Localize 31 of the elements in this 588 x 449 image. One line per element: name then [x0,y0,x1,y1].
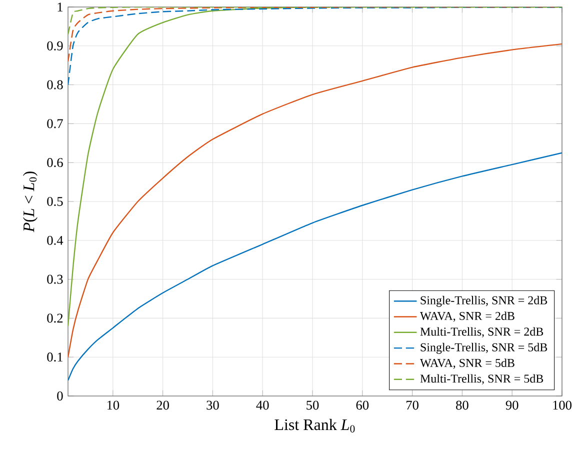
y-tick-label: 0.3 [47,274,63,284]
y-tick-label: 0.5 [47,196,63,206]
x-tick-label: 10 [107,400,120,410]
legend-label: WAVA, SNR = 2dB [420,312,514,322]
x-tick-label: 60 [356,400,369,410]
legend-label: Single-Trellis, SNR = 5dB [420,342,548,354]
legend-label: Single-Trellis, SNR = 2dB [420,296,548,307]
x-tick-label: 70 [406,400,418,410]
x-tick-label: 40 [256,400,269,410]
legend-label: Multi-Trellis, SNR = 5dB [420,374,544,384]
y-axis-title: P(L < L$_{0}$) [22,172,38,232]
line-series [68,6,562,86]
y-tick-label: 0.8 [47,80,63,90]
line-series [68,43,562,358]
y-tick-label: 0 [57,391,63,400]
x-tick-label: 50 [306,400,319,410]
y-tick-label: 0.7 [47,119,63,128]
y-tick-label: 1 [58,2,63,12]
x-tick-label: 80 [456,400,468,410]
y-tick-label: 0.1 [47,352,63,362]
x-tick-label: 100 [553,400,572,410]
x-tick-label: 30 [206,400,219,410]
x-tick-label: 20 [156,400,169,410]
y-tick-label: 0.2 [47,314,63,323]
x-tick-label: 90 [506,400,518,410]
legend-label: WAVA, SNR = 5dB [420,358,514,369]
legend-label: Multi-Trellis, SNR = 2dB [420,327,544,338]
y-tick-label: 0.4 [47,236,64,245]
y-tick-label: 0.9 [47,41,63,50]
x-axis-title: List Rank L$_{0}$ [274,418,355,432]
y-tick-label: 0.6 [47,158,63,168]
